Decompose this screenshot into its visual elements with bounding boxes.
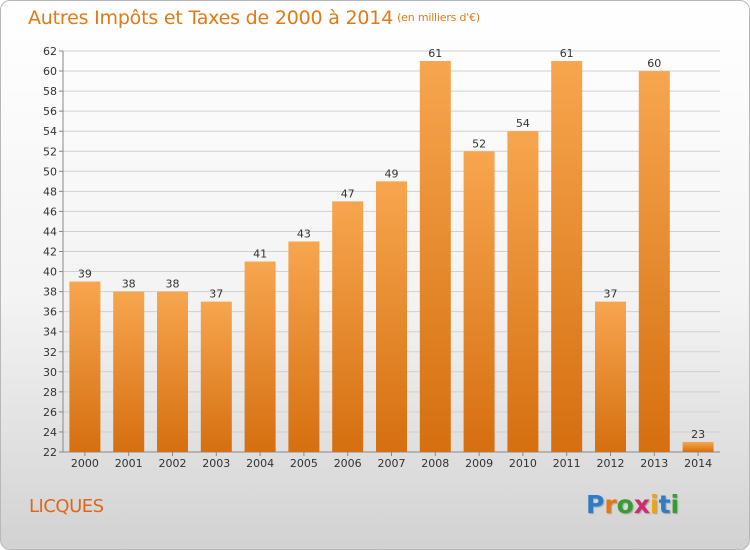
y-tick-label: 40	[43, 266, 57, 279]
data-label-2001: 38	[122, 278, 136, 291]
x-tick-label-2000: 2000	[71, 457, 99, 470]
data-label-2008: 61	[428, 47, 442, 60]
y-tick-label: 36	[43, 306, 57, 319]
data-label-2007: 49	[385, 167, 399, 180]
bars	[69, 61, 714, 453]
logo-letter: o	[616, 490, 634, 519]
bar-2007	[376, 181, 407, 452]
bar-2002	[157, 291, 188, 452]
data-label-2002: 38	[166, 278, 180, 291]
y-tick-label: 50	[43, 165, 57, 178]
y-tick-label: 52	[43, 145, 57, 158]
y-tick-label: 42	[43, 246, 57, 259]
bar-2001	[113, 291, 145, 452]
data-label-2014: 23	[691, 428, 705, 441]
chart-unit: (en milliers d'€)	[397, 11, 480, 24]
x-tick-label-2012: 2012	[597, 457, 625, 470]
bar-2004	[244, 261, 276, 452]
y-tick-label: 56	[43, 105, 57, 118]
proxiti-logo: Proxiti	[586, 490, 679, 519]
data-label-2011: 61	[560, 47, 574, 60]
bar-2012	[595, 301, 626, 452]
x-tick-label-2014: 2014	[684, 457, 712, 470]
data-label-2000: 39	[78, 268, 92, 281]
y-tick-label: 30	[43, 366, 57, 379]
commune-name: LICQUES	[29, 496, 104, 517]
y-tick-label: 26	[43, 406, 57, 419]
data-label-2004: 41	[253, 248, 267, 261]
x-tick-label-2008: 2008	[421, 457, 449, 470]
logo-letter: P	[586, 490, 605, 519]
logo-letter: t	[658, 490, 671, 519]
data-label-2003: 37	[209, 288, 223, 301]
x-tick-label-2005: 2005	[290, 457, 318, 470]
bar-2006	[332, 201, 364, 452]
x-tick-label-2002: 2002	[159, 457, 187, 470]
y-axis-ticks: 22 24 26 28 30 32 34 36 38 40 42 44 46 48 50 52 54 56 58 60…	[43, 45, 63, 459]
y-tick-label: 38	[43, 286, 57, 299]
x-axis-ticks: 2000 2001 2002 2003 2004 2005 2006 2007 2008 2009…	[71, 452, 712, 470]
data-label-2013: 60	[647, 57, 661, 70]
logo-letter: i	[670, 490, 680, 519]
logo-letter: r	[604, 490, 617, 519]
x-tick-label-2001: 2001	[115, 457, 143, 470]
y-tick-label: 58	[43, 85, 57, 98]
data-label-2012: 37	[604, 288, 618, 301]
chart-title: Autres Impôts et Taxes de 2000 à 2014 (en…	[28, 7, 480, 29]
x-tick-label-2009: 2009	[465, 457, 493, 470]
bar-2014	[682, 441, 714, 452]
y-tick-label: 60	[43, 65, 57, 78]
y-tick-label: 62	[43, 45, 57, 58]
x-tick-label-2003: 2003	[202, 457, 230, 470]
bar-2003	[200, 301, 232, 452]
y-tick-label: 32	[43, 346, 57, 359]
bar-2009	[463, 151, 495, 452]
x-tick-label-2006: 2006	[334, 457, 362, 470]
x-tick-label-2010: 2010	[509, 457, 537, 470]
chart-title-text: Autres Impôts et Taxes de 2000 à 2014	[28, 7, 394, 29]
bar-2008	[419, 61, 451, 453]
data-label-2006: 47	[341, 187, 355, 200]
y-tick-label: 24	[43, 426, 57, 439]
bar-2000	[69, 281, 101, 452]
bar-2013	[638, 71, 670, 453]
y-tick-label: 22	[43, 446, 57, 459]
y-tick-label: 54	[43, 125, 57, 138]
y-tick-label: 44	[43, 225, 57, 238]
data-labels: 39 38 38 37 41 43 47 49 61 52 54 61 37 60 23	[78, 47, 705, 441]
data-label-2005: 43	[297, 227, 311, 240]
bar-2005	[288, 241, 320, 452]
data-label-2010: 54	[516, 117, 530, 130]
logo-letter: i	[650, 490, 659, 519]
x-tick-label-2013: 2013	[640, 457, 668, 470]
x-tick-label-2007: 2007	[378, 457, 406, 470]
x-tick-label-2004: 2004	[246, 457, 274, 470]
data-label-2009: 52	[472, 137, 486, 150]
y-tick-label: 48	[43, 185, 57, 198]
y-tick-label: 34	[43, 326, 57, 339]
logo-letter: x	[633, 490, 650, 519]
y-tick-label: 46	[43, 205, 57, 218]
y-tick-label: 28	[43, 386, 57, 399]
bar-2011	[551, 61, 583, 453]
x-tick-label-2011: 2011	[553, 457, 581, 470]
bar-2010	[507, 131, 539, 452]
